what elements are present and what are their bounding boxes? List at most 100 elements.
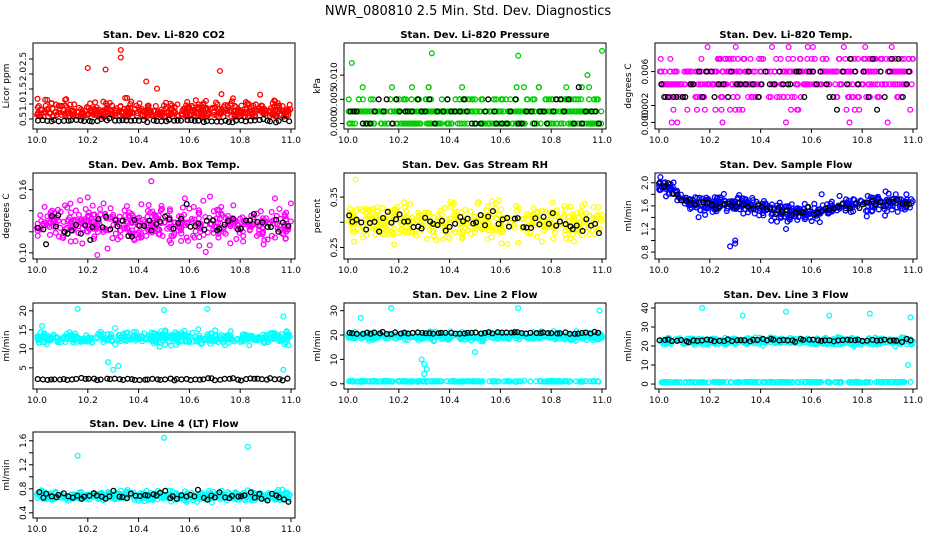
point-main [412,230,419,237]
point-reference [216,225,223,232]
point-reference [575,84,582,91]
point-main [492,199,499,207]
point-outlier [84,64,91,72]
point-reference [174,117,181,124]
point-main [241,221,248,228]
point-main [562,231,569,238]
point-main [593,96,600,103]
point-main [484,236,491,243]
point-reference [201,226,208,233]
x-tick-label: 10.8 [541,266,561,276]
y-tick-label: 2.0 [641,175,651,190]
point-main [909,55,916,62]
point-reference [854,81,862,88]
panel-title: Stan. Dev. Line 1 Flow [101,290,226,301]
point-outlier [515,52,522,59]
point-main [183,102,190,109]
point-main [357,228,364,235]
point-reference [188,117,195,124]
point-main [584,72,591,79]
point-main [96,206,104,213]
point-main [736,106,743,113]
point-reference [784,81,791,88]
point-reference [119,217,126,224]
point-reference [699,93,706,101]
point-main [797,93,804,101]
point-main [794,216,801,224]
point-outlier [117,46,124,54]
point-main [825,68,833,75]
point-main [65,110,72,117]
point-main [872,55,879,62]
point-main [716,55,723,62]
panel-title: Stan. Dev. Line 2 Flow [412,290,537,301]
point-main [57,102,64,109]
point-main [765,93,772,101]
point-main [172,219,179,226]
point-outlier [280,366,287,373]
point-main [37,212,44,219]
point-main [888,43,895,51]
point-main [347,205,354,212]
plot-frame [32,302,296,390]
y-tick-label: 0.8 [641,245,651,260]
point-reference [144,119,151,126]
point-main [406,201,414,208]
y-tick-label: 30 [330,305,340,317]
point-main [836,192,843,199]
point-reference [131,216,138,224]
point-main [862,43,869,51]
point-main [567,203,574,210]
x-tick-label: 10.8 [852,266,872,276]
point-main [518,215,525,223]
point-reference [150,117,157,124]
point-main [826,81,833,88]
point-main [34,95,41,102]
point-reference [720,81,727,88]
point-main [249,110,256,118]
point-outlier [117,54,124,61]
point-reference [225,217,232,225]
point-reference [532,215,539,222]
point-main [60,218,67,225]
point-reference [813,81,820,88]
point-main [257,208,264,215]
y-axis-label: kPa [313,78,323,94]
point-reference [73,221,80,229]
point-reference [156,218,164,225]
x-tick-label: 11.0 [592,266,612,276]
point-main [162,105,169,112]
x-tick-label: 10.0 [27,396,47,406]
point-reference [77,117,84,124]
point-reference [77,230,84,237]
point-reference [359,120,366,127]
point-reference [536,221,543,228]
point-main [67,238,74,245]
point-reference [750,205,757,212]
point-main [34,227,41,234]
point-main [55,233,63,240]
point-main [662,81,669,88]
point-main [63,96,70,103]
x-tick-label: 10.4 [129,525,149,535]
y-tick-label: 0.35 [330,187,340,207]
point-reference [485,96,492,103]
point-reference [771,81,778,88]
point-reference [805,203,812,211]
point-main [152,213,159,220]
x-tick-label: 10.4 [129,136,149,146]
point-main [387,96,394,103]
point-main [171,104,178,111]
point-main [727,55,734,62]
point-reference [353,216,360,223]
point-main [785,43,792,51]
point-reference [515,120,522,127]
point-main [244,100,251,107]
point-main [489,120,496,127]
point-main [444,108,451,115]
point-outlier [428,50,435,57]
point-reference [114,223,121,230]
point-main [569,108,576,115]
point-main [819,55,826,62]
point-main [572,96,579,103]
